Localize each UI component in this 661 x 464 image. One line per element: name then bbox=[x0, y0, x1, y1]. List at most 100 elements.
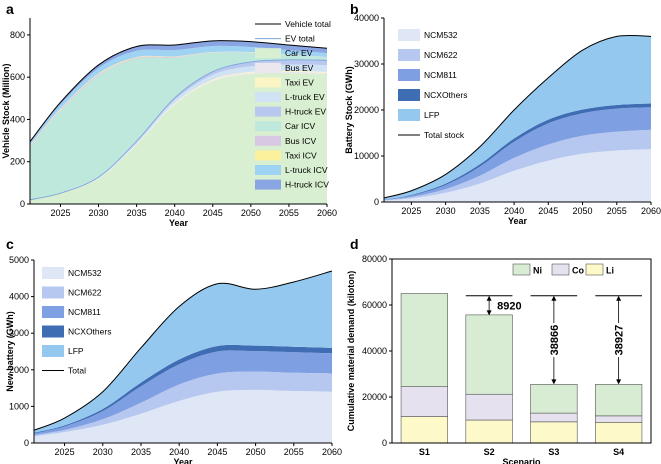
legend-swatch bbox=[398, 49, 420, 61]
area-car-icv bbox=[30, 52, 327, 200]
legend-swatch bbox=[255, 106, 281, 117]
y-tick-label: 200 bbox=[10, 157, 25, 167]
x-tick-label: S3 bbox=[548, 447, 559, 457]
area-ncm532 bbox=[34, 389, 332, 443]
x-axis-label: Year bbox=[169, 218, 189, 228]
legend-swatch bbox=[255, 48, 281, 59]
annotation-arrow-head-up bbox=[486, 295, 492, 301]
legend-label: Bus ICV bbox=[285, 136, 317, 146]
legend-label: Car ICV bbox=[285, 121, 316, 131]
y-tick-label: 20000 bbox=[362, 392, 387, 402]
area-ncm811 bbox=[384, 107, 651, 201]
x-tick-label: 2035 bbox=[127, 208, 147, 218]
legend-swatch bbox=[398, 29, 420, 41]
annotation-label: 8920 bbox=[497, 301, 521, 313]
panel-label: c bbox=[6, 236, 14, 252]
annotation-arrow-head-up bbox=[616, 295, 622, 301]
annotation-arrow-head-down bbox=[486, 310, 492, 316]
line-total-stock bbox=[383, 34, 652, 199]
panel-label: d bbox=[350, 236, 359, 252]
y-tick-label: 3000 bbox=[9, 328, 29, 338]
x-axis-label: Year bbox=[508, 216, 528, 226]
x-tick-label: 2040 bbox=[504, 206, 524, 216]
legend-label: LFP bbox=[424, 110, 440, 120]
x-tick-label: 2030 bbox=[436, 206, 456, 216]
legend-label: Ni bbox=[533, 266, 542, 276]
legend-label: EV total bbox=[285, 34, 315, 44]
x-tick-label: S4 bbox=[613, 447, 624, 457]
legend-swatch bbox=[398, 109, 420, 121]
legend-swatch bbox=[255, 121, 281, 132]
area-ncm622 bbox=[384, 129, 651, 201]
x-tick-label: 2055 bbox=[279, 208, 299, 218]
legend-swatch bbox=[585, 263, 604, 276]
bar-s2-co bbox=[465, 393, 513, 421]
y-tick-label: 600 bbox=[10, 72, 25, 82]
x-tick-label: S2 bbox=[484, 447, 495, 457]
area-ncm532 bbox=[384, 149, 651, 202]
y-tick-label: 1000 bbox=[9, 401, 29, 411]
legend-swatch bbox=[398, 69, 420, 81]
legend-label: NCM622 bbox=[68, 288, 102, 298]
x-tick-label: S1 bbox=[419, 447, 430, 457]
y-tick-label: 60000 bbox=[362, 300, 387, 310]
y-axis-label: Vehicle Stock (Million) bbox=[1, 63, 11, 158]
legend-swatch bbox=[255, 165, 281, 175]
annotation-label-bg bbox=[612, 323, 625, 358]
panel-label: a bbox=[6, 1, 14, 17]
panel-c: 2025 2030 2035 2040 2045 2050 2055 2060 0 1000 200… bbox=[5, 236, 342, 464]
legend-swatch bbox=[255, 179, 281, 190]
x-tick-label: 2060 bbox=[641, 206, 661, 216]
x-tick-label: 2045 bbox=[538, 206, 558, 216]
x-tick-label: 2035 bbox=[470, 206, 490, 216]
x-tick-label: 2025 bbox=[401, 206, 421, 216]
legend-swatch bbox=[42, 325, 64, 338]
legend-label: NCXOthers bbox=[424, 90, 467, 100]
x-tick-label: 2030 bbox=[93, 447, 113, 457]
legend-swatch bbox=[255, 150, 281, 161]
legend-label: NCM622 bbox=[424, 50, 458, 60]
area-ncm622 bbox=[34, 371, 332, 437]
x-tick-label: 2055 bbox=[607, 206, 627, 216]
panel-a: 2025 2030 2035 2040 2045 2050 2055 2060 0 200 400 6… bbox=[1, 1, 337, 228]
legend-label: L-truck EV bbox=[285, 92, 325, 102]
y-tick-label: 400 bbox=[10, 114, 25, 124]
legend-label: Co bbox=[572, 266, 584, 276]
legend-swatch bbox=[398, 89, 420, 101]
legend-label: Car EV bbox=[285, 48, 313, 58]
x-tick-label: 2045 bbox=[203, 208, 223, 218]
legend-label: Total stock bbox=[424, 130, 465, 140]
y-tick-label: 80000 bbox=[362, 254, 387, 264]
legend-label: NCM532 bbox=[424, 30, 458, 40]
area-lfp bbox=[34, 270, 332, 433]
x-tick-label: 2045 bbox=[207, 447, 227, 457]
legend-swatch bbox=[42, 306, 64, 318]
x-tick-label: 2050 bbox=[246, 447, 266, 457]
y-tick-label: 40000 bbox=[362, 346, 387, 356]
y-tick-label: 0 bbox=[20, 199, 25, 209]
bar-s1-li bbox=[400, 416, 448, 444]
bar-s4-li bbox=[595, 421, 643, 444]
x-tick-label: 2030 bbox=[89, 208, 109, 218]
y-tick-label: 5000 bbox=[9, 255, 29, 265]
legend-label: Vehicle total bbox=[285, 19, 331, 29]
area-ncxothers bbox=[34, 344, 332, 434]
y-tick-label: 10000 bbox=[354, 151, 379, 161]
line-vehicle-total bbox=[29, 40, 328, 142]
legend-label: Taxi EV bbox=[285, 77, 314, 87]
legend-swatch bbox=[255, 135, 281, 146]
legend-swatch bbox=[42, 286, 64, 299]
y-tick-label: 0 bbox=[382, 438, 387, 448]
annotation-label-bg bbox=[547, 323, 560, 358]
x-axis-label: Scenario bbox=[502, 457, 541, 464]
panel-d: S1 S2 S3 S4 8920 38866 38927 0 20000 40000 60000 80… bbox=[346, 236, 652, 464]
y-tick-label: 20000 bbox=[354, 105, 379, 115]
y-axis-label: Cumulative material demand (kiloton) bbox=[346, 271, 356, 432]
x-tick-label: 2050 bbox=[241, 208, 261, 218]
legend-label: Bus EV bbox=[285, 63, 314, 73]
y-tick-label: 4000 bbox=[9, 292, 29, 302]
legend-swatch bbox=[255, 62, 281, 73]
legend-label: H-truck ICV bbox=[285, 180, 329, 190]
legend-label: NCM811 bbox=[68, 307, 101, 317]
